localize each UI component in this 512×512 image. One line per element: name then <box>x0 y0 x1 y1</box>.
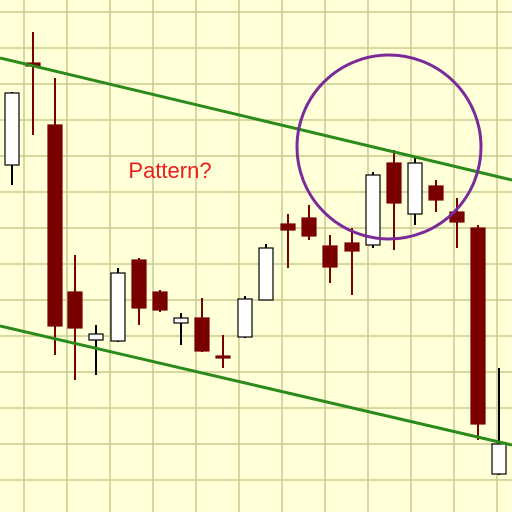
candle-body <box>322 245 338 268</box>
candle-body <box>47 124 63 327</box>
candle-body <box>301 217 317 237</box>
candle-body <box>4 92 20 166</box>
candle-body <box>194 317 210 352</box>
upper-trend-line <box>0 56 512 182</box>
candles <box>4 32 507 475</box>
candle-body <box>470 227 486 425</box>
candle-body <box>280 223 296 231</box>
candle-body <box>258 247 274 301</box>
lower-trend-line <box>0 324 512 447</box>
candle-body <box>386 162 402 204</box>
candle-body <box>173 317 189 324</box>
candle-body <box>131 259 147 309</box>
candle-body <box>344 242 360 252</box>
candle-body <box>67 291 83 329</box>
annotation: Pattern? <box>128 158 211 183</box>
candle-body <box>365 174 381 246</box>
candle-body <box>237 298 253 338</box>
candle-body <box>407 162 423 215</box>
candle-body <box>215 355 231 359</box>
candle-body <box>491 443 507 475</box>
candle-body <box>110 272 126 342</box>
candle-body <box>88 333 104 341</box>
highlight-circle <box>295 53 483 241</box>
candle-body <box>152 291 168 311</box>
candle-body <box>428 185 444 201</box>
